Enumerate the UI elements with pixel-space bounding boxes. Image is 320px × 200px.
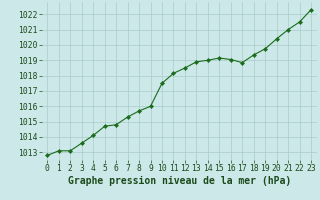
X-axis label: Graphe pression niveau de la mer (hPa): Graphe pression niveau de la mer (hPa) [68, 176, 291, 186]
